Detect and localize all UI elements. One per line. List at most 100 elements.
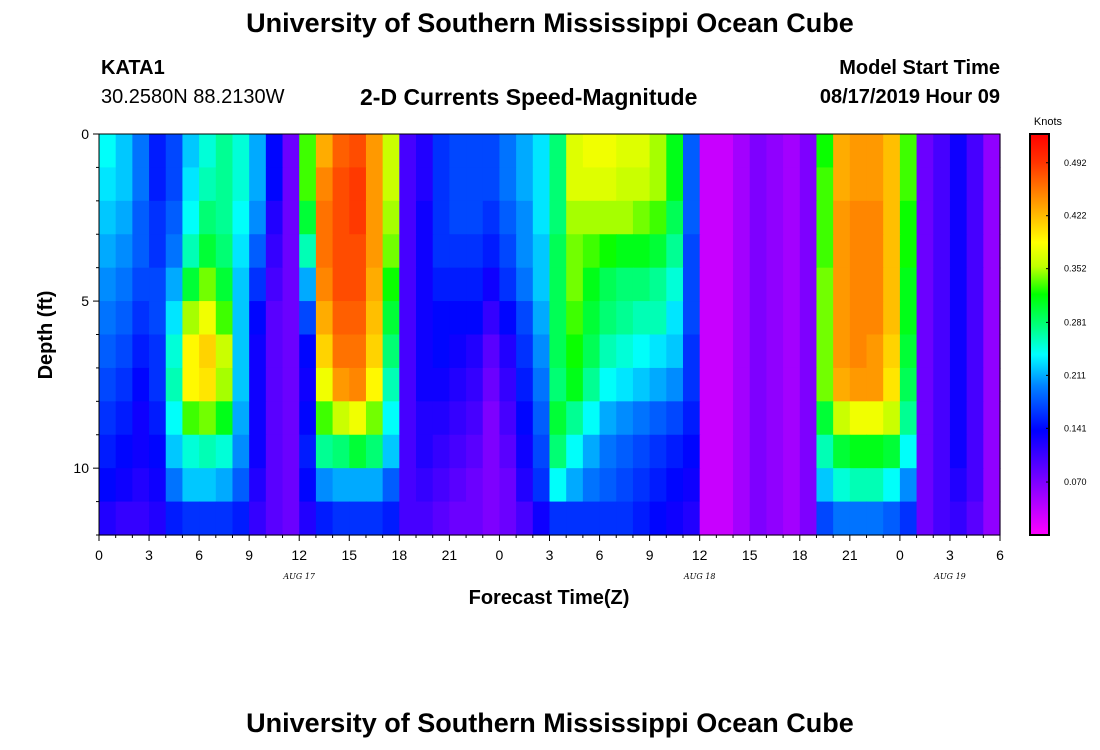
heatmap-cell [332,468,350,503]
heatmap-cell [365,501,384,536]
x-axis-label: Forecast Time(Z) [469,587,630,609]
heatmap-cell [482,200,501,235]
heatmap-cell [949,167,968,202]
heatmap-cell [766,301,784,336]
heatmap-cell [766,401,784,436]
heatmap-cell [165,401,184,436]
heatmap-cell [165,301,184,336]
heatmap-cell [99,234,117,269]
heatmap-cell [899,468,918,503]
heatmap-cell [432,200,450,235]
x-tick-label: 0 [496,547,504,563]
heatmap-cell [499,401,517,436]
heatmap-cell [182,367,200,402]
heatmap-cell [883,501,901,536]
heatmap-cell [632,334,651,369]
heatmap-cell [149,367,167,402]
heatmap-cell [799,367,818,402]
heatmap-cell [416,334,434,369]
heatmap-cell [299,301,317,336]
heatmap-cell [365,367,384,402]
heatmap-cell [966,167,984,202]
heatmap-cell [799,401,818,436]
heatmap-cell [616,301,634,336]
heatmap-cell [482,334,501,369]
x-tick-label: 12 [291,547,307,563]
heatmap-cell [165,134,184,169]
heatmap-cell [482,167,501,202]
heatmap-cell [99,134,117,169]
heatmap-cell [299,334,317,369]
heatmap-cell [799,167,818,202]
heatmap-cell [716,267,734,302]
heatmap-cell [816,367,834,402]
heatmap-cell [416,200,434,235]
heatmap-cell [749,367,768,402]
heatmap-cell [733,167,751,202]
heatmap-cell [816,200,834,235]
date-label: AUG 18 [683,572,716,581]
heatmap-cell [733,367,751,402]
heatmap-cell [449,301,467,336]
heatmap-cell [749,167,768,202]
heatmap-cell [899,301,918,336]
x-tick-label: 18 [392,547,408,563]
heatmap-cell [649,501,667,536]
heatmap-cell [315,200,334,235]
y-axis: 0 5 10 [73,126,99,536]
heatmap-cell [833,167,851,202]
heatmap-cell [382,301,400,336]
heatmap-cell [699,468,717,503]
heatmap-cell [499,367,517,402]
heatmap-cell [883,167,901,202]
heatmap-cell [182,200,200,235]
heatmap-cell [632,401,651,436]
x-tick-label: 21 [842,547,858,563]
heatmap-cell [582,468,601,503]
heatmap-cell [849,267,868,302]
heatmap-cell [249,167,267,202]
heatmap-cell [632,434,651,469]
heatmap-cell [382,401,400,436]
heatmap-cell [632,167,651,202]
heatmap-cell [599,434,617,469]
heatmap-cell [199,367,217,402]
x-tick-label: 12 [692,547,708,563]
heatmap-cell [332,200,350,235]
heatmap-cell [883,401,901,436]
heatmap-cell [799,134,818,169]
heatmap-cell [482,434,501,469]
heatmap-cell [132,434,150,469]
heatmap-cell [766,234,784,269]
heatmap-cell [149,200,167,235]
heatmap-cell [149,434,167,469]
heatmap-cell [499,501,517,536]
heatmap-cell [265,334,284,369]
heatmap-cell [132,234,150,269]
heatmap-cell [783,301,801,336]
date-label: AUG 17 [282,572,316,581]
heatmap-cell [566,301,584,336]
heatmap-cell [182,401,200,436]
heatmap-cell [215,501,234,536]
heatmap-cell [799,434,818,469]
heatmap-cell [466,200,484,235]
heatmap-cell [365,301,384,336]
heatmap-cell [349,334,367,369]
heatmap-cell [399,334,417,369]
heatmap-cell [432,334,450,369]
heatmap-cell [115,334,133,369]
heatmap-cell [966,501,984,536]
heatmap-cell [699,267,717,302]
colorbar-title: Knots [1034,116,1063,128]
heatmap-cell [532,468,551,503]
heatmap-cell [749,334,768,369]
heatmap-cell [215,134,234,169]
heatmap-cell [532,301,551,336]
heatmap-cell [315,501,334,536]
colorbar-tick-label: 0.070 [1064,477,1087,487]
heatmap-cell [582,234,601,269]
heatmap-cell [399,234,417,269]
heatmap-cell [699,401,717,436]
heatmap-cell [399,434,417,469]
